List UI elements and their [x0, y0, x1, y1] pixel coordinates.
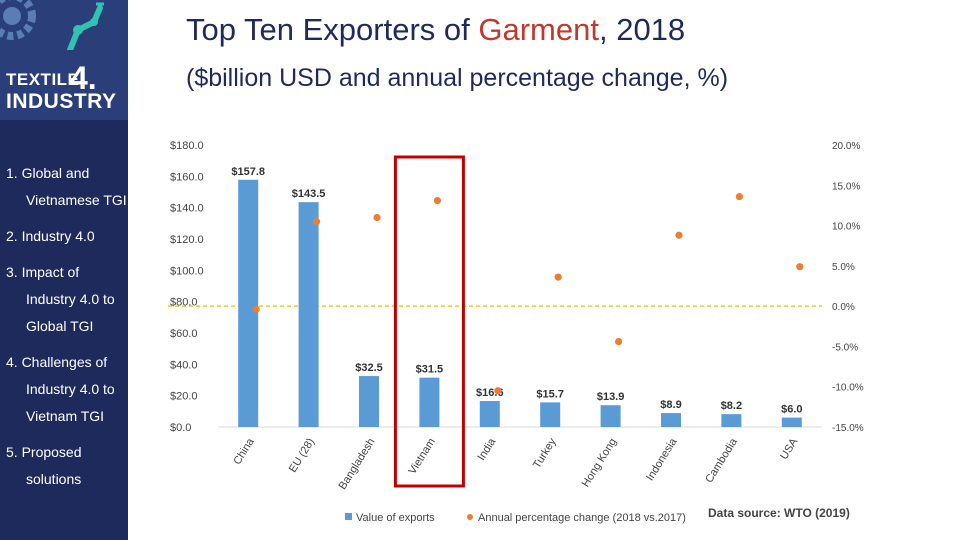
title-text: Top Ten Exporters of — [186, 12, 479, 47]
y-tick-right: -5.0% — [832, 342, 858, 353]
bar — [298, 202, 319, 427]
bar-value-label: $143.5 — [292, 188, 326, 200]
bar — [661, 413, 681, 427]
agenda-item-challenges[interactable]: 4. Challenges of Industry 4.0 to Vietnam… — [6, 349, 128, 430]
y-tick-right: 5.0% — [832, 262, 855, 273]
agenda-item-global-vietnamese-tgi[interactable]: 1. Global and Vietnamese TGI — [6, 160, 128, 214]
x-tick-label: India — [476, 435, 499, 462]
logo-text-textile: TEXTILE — [6, 70, 80, 89]
bar-value-label: $31.5 — [416, 364, 444, 376]
x-tick-label: China — [231, 435, 257, 466]
bar-value-label: $157.8 — [231, 166, 265, 178]
change-point — [252, 305, 260, 313]
change-point — [735, 192, 744, 201]
y-tick-left: $0.0 — [170, 422, 191, 434]
y-tick-left: $180.0 — [170, 140, 204, 152]
agenda-item-line: Vietnamese TGI — [26, 192, 127, 208]
logo-text-industry: INDUSTRY — [6, 90, 117, 113]
y-tick-right: -15.0% — [832, 423, 864, 434]
y-tick-left: $40.0 — [170, 359, 198, 371]
x-tick-label: USA — [778, 436, 801, 462]
change-point — [494, 387, 502, 395]
y-tick-left: $120.0 — [170, 234, 204, 246]
y-tick-right: 15.0% — [832, 181, 860, 192]
agenda-item-line: 1. Global and — [6, 165, 90, 181]
highlight-box — [393, 155, 465, 488]
agenda-list: 1. Global and Vietnamese TGI 2. Industry… — [6, 160, 128, 493]
y-tick-left: $80.0 — [170, 297, 198, 309]
agenda-item-line: 5. Proposed — [6, 444, 82, 460]
data-source: Data source: WTO (2019) — [708, 506, 850, 520]
x-tick-label: EU (28) — [287, 436, 317, 475]
bar — [600, 405, 621, 427]
change-point — [433, 196, 441, 205]
robot-arm-icon — [67, 2, 104, 50]
change-point — [675, 231, 683, 239]
legend-label: Annual percentage change (2018 vs.2017) — [478, 512, 686, 524]
y-tick-right: -10.0% — [832, 383, 864, 394]
slide-subtitle: ($billion USD and annual percentage chan… — [186, 64, 729, 92]
title-year: , 2018 — [598, 12, 686, 47]
agenda-item-line: 2. Industry 4.0 — [6, 228, 95, 244]
agenda-item-solutions[interactable]: 5. Proposed solutions — [6, 439, 128, 493]
agenda-item-line: Vietnam TGI — [26, 408, 105, 424]
change-point — [313, 217, 321, 226]
legend-swatch-dot — [467, 514, 473, 520]
agenda-item-industry-4[interactable]: 2. Industry 4.0 — [6, 223, 128, 250]
bar — [238, 179, 259, 427]
y-tick-right: 20.0% — [832, 141, 860, 152]
logo-text-number: 4. — [70, 60, 97, 96]
x-tick-label: Cambodia — [703, 435, 740, 485]
y-tick-right: 0.0% — [832, 302, 855, 313]
bar — [419, 377, 440, 427]
change-point — [615, 337, 623, 346]
agenda-item-line: 4. Challenges of — [6, 354, 108, 370]
bar-value-label: $8.9 — [660, 399, 681, 411]
x-tick-label: Indonesia — [644, 435, 680, 483]
x-tick-label: Hong Kong — [580, 436, 619, 489]
gear-icon — [0, 0, 36, 40]
bar-value-label: $6.0 — [781, 404, 802, 416]
bar-value-label: $32.5 — [355, 362, 383, 374]
y-tick-left: $160.0 — [170, 171, 204, 183]
change-point — [373, 213, 381, 222]
y-tick-left: $60.0 — [170, 328, 198, 340]
change-point — [796, 263, 804, 271]
exports-chart: $180.0 $160.0 $140.0 $120.0 $100.0 $80.0 $60.0… — [168, 140, 864, 524]
slide-title: Top Ten Exporters of Garment, 2018 — [186, 12, 685, 48]
bar — [540, 402, 561, 427]
bar-value-label: $8.2 — [721, 400, 742, 412]
bar — [781, 417, 802, 427]
agenda-item-line: solutions — [26, 471, 82, 487]
bar — [359, 376, 379, 427]
legend-label: Value of exports — [356, 512, 435, 524]
agenda-item-impact[interactable]: 3. Impact of Industry 4.0 to Global TGI — [6, 259, 128, 340]
bar — [479, 400, 500, 427]
x-tick-label: Turkey — [531, 436, 559, 471]
y-tick-right: 10.0% — [832, 222, 860, 233]
change-point — [554, 273, 562, 281]
bar-value-label: $15.7 — [536, 388, 564, 400]
sidebar: TEXTILE 4. INDUSTRY 1. Global and Vietna… — [0, 0, 128, 540]
agenda-item-line: 3. Impact of — [6, 264, 80, 280]
agenda-item-line: Global TGI — [26, 318, 94, 334]
x-tick-label: Bangladesh — [337, 436, 378, 492]
x-tick-label: Vietnam — [406, 436, 437, 476]
y-tick-left: $20.0 — [170, 391, 198, 403]
agenda-item-line: Industry 4.0 to — [26, 291, 115, 307]
y-tick-left: $100.0 — [170, 265, 204, 277]
legend-swatch-bar — [345, 513, 352, 520]
textile-industry-logo: TEXTILE 4. INDUSTRY — [0, 0, 128, 120]
title-accent: Garment — [478, 12, 599, 47]
agenda-item-line: Industry 4.0 to — [26, 381, 115, 397]
bar-value-label: $13.9 — [597, 391, 625, 403]
bar — [721, 414, 742, 427]
y-tick-left: $140.0 — [170, 203, 204, 215]
